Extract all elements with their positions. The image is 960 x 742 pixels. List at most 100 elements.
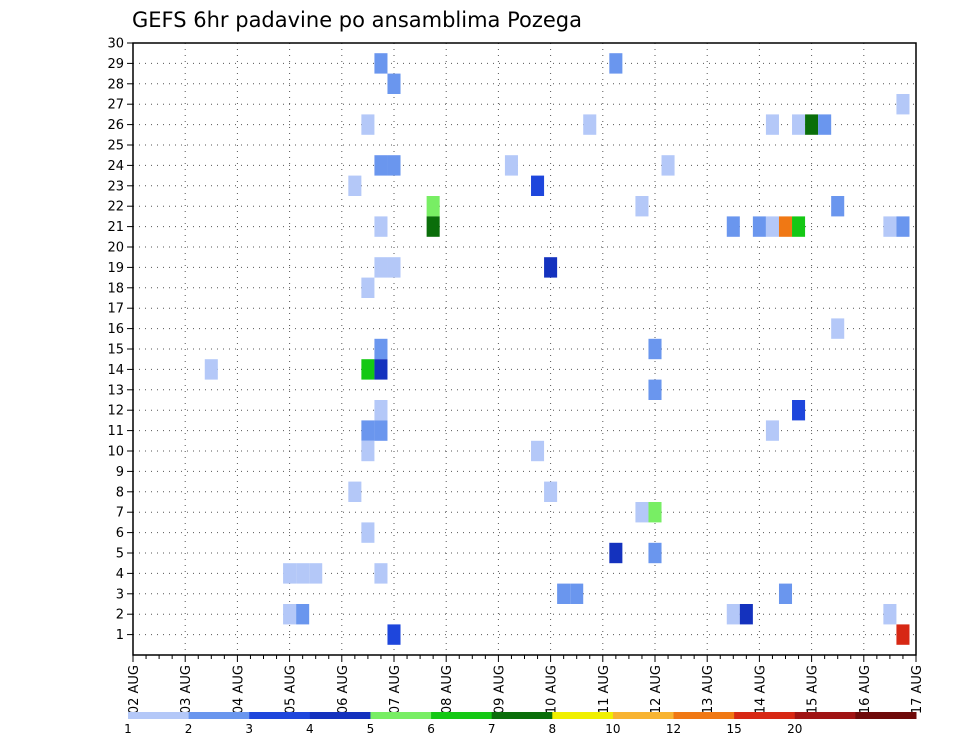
- precip-cell: [348, 175, 362, 196]
- precip-cell: [283, 563, 297, 584]
- precip-cell: [387, 155, 401, 176]
- precip-cell: [348, 481, 362, 502]
- x-tick-label: 12 AUG: [649, 665, 664, 714]
- colorbar-label: 10: [605, 722, 620, 736]
- precip-cell: [896, 216, 910, 237]
- precip-cell: [361, 522, 375, 543]
- precip-cell: [648, 542, 662, 564]
- x-tick-label: 04 AUG: [231, 665, 246, 714]
- precip-cell: [635, 502, 649, 523]
- colorbar-segment: [794, 712, 856, 719]
- precip-cell: [544, 257, 558, 278]
- y-tick-label: 11: [107, 424, 124, 439]
- precip-cell: [896, 94, 910, 115]
- precip-cell: [296, 604, 310, 625]
- precip-cell: [726, 216, 740, 237]
- y-tick-label: 2: [116, 608, 124, 623]
- colorbar-segment: [855, 712, 917, 719]
- y-tick-label: 13: [107, 383, 124, 398]
- precip-cell: [726, 604, 740, 625]
- colorbar-label: 12: [666, 722, 681, 736]
- precip-cell: [765, 114, 779, 135]
- precip-cell: [361, 440, 375, 462]
- y-tick-label: 4: [116, 567, 124, 582]
- precip-cell: [818, 114, 832, 135]
- colorbar-segment: [128, 712, 190, 719]
- precip-cell: [752, 216, 766, 237]
- colorbar-segment: [370, 712, 432, 719]
- precip-cell: [765, 420, 779, 441]
- chart-title: GEFS 6hr padavine po ansamblima Pozega: [132, 8, 582, 32]
- y-tick-label: 19: [107, 261, 124, 276]
- grid-lines: [133, 42, 916, 655]
- colorbar-label: 15: [727, 722, 742, 736]
- precip-cell: [831, 318, 845, 339]
- y-tick-label: 17: [107, 302, 124, 317]
- y-tick-label: 30: [107, 37, 124, 52]
- x-tick-label: 02 AUG: [127, 665, 142, 714]
- x-tick-label: 15 AUG: [806, 665, 821, 714]
- colorbar-label: 3: [245, 722, 253, 736]
- x-tick-label: 06 AUG: [336, 665, 351, 714]
- precip-cell: [792, 114, 806, 135]
- x-tick-label: 05 AUG: [284, 665, 299, 714]
- precip-cell: [361, 277, 375, 298]
- colorbar-label: 4: [306, 722, 314, 736]
- y-tick-label: 23: [107, 179, 124, 194]
- precip-cell: [609, 542, 623, 564]
- y-tick-label: 7: [116, 506, 124, 521]
- precip-cell: [504, 155, 518, 176]
- precip-cell: [374, 359, 388, 380]
- x-tick-label: 14 AUG: [753, 665, 768, 714]
- precip-cell: [361, 359, 375, 380]
- colorbar-segment: [431, 712, 493, 719]
- precip-cell: [648, 379, 662, 400]
- y-tick-label: 14: [107, 363, 124, 378]
- y-tick-label: 27: [107, 98, 124, 113]
- precip-cell: [883, 604, 897, 625]
- precip-cell: [609, 53, 623, 74]
- x-tick-label: 10 AUG: [545, 665, 560, 714]
- precip-cell: [374, 420, 388, 441]
- x-tick-label: 07 AUG: [388, 665, 403, 714]
- precip-cell: [387, 624, 401, 645]
- precip-cell: [531, 440, 545, 462]
- precip-cell: [648, 338, 662, 360]
- x-tick-label: 08 AUG: [440, 665, 455, 714]
- y-tick-label: 5: [116, 547, 124, 562]
- precip-cell: [635, 196, 649, 217]
- precip-cell: [426, 196, 440, 217]
- precip-cell: [283, 604, 297, 625]
- x-tick-label: 13 AUG: [701, 665, 716, 714]
- x-tick-label: 09 AUG: [492, 665, 507, 714]
- colorbar-label: 7: [488, 722, 496, 736]
- colorbar-segment: [309, 712, 371, 719]
- y-tick-label: 24: [107, 159, 124, 174]
- precip-cell: [374, 338, 388, 360]
- precip-cell: [374, 155, 388, 176]
- precip-cell: [792, 216, 806, 237]
- colorbar-label: 6: [427, 722, 435, 736]
- y-tick-label: 26: [107, 118, 124, 133]
- y-tick-label: 15: [107, 343, 124, 358]
- y-tick-label: 25: [107, 139, 124, 154]
- x-tick-label: 17 AUG: [910, 665, 925, 714]
- precip-cell: [544, 481, 558, 502]
- data-cells: [204, 53, 910, 645]
- precip-cell: [374, 53, 388, 74]
- precip-cell: [309, 563, 323, 584]
- colorbar-segment: [673, 712, 735, 719]
- precip-cell: [805, 114, 819, 135]
- precip-cell: [374, 216, 388, 237]
- precip-cell: [778, 583, 793, 604]
- x-tick-label: 03 AUG: [179, 665, 194, 714]
- y-tick-label: 18: [107, 281, 124, 296]
- colorbar-label: 20: [787, 722, 802, 736]
- x-tick-label: 11 AUG: [597, 665, 612, 714]
- y-tick-label: 12: [107, 404, 124, 419]
- y-axis: 1234567891011121314151617181920212223242…: [107, 37, 133, 643]
- precip-cell: [883, 216, 897, 237]
- colorbar-segment: [249, 712, 311, 719]
- colorbar-segment: [491, 712, 553, 719]
- y-tick-label: 9: [116, 465, 124, 480]
